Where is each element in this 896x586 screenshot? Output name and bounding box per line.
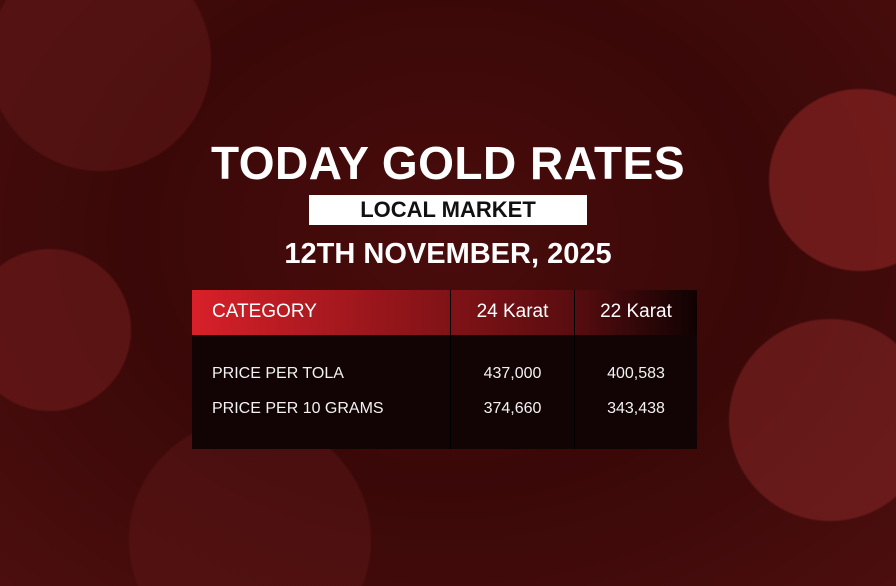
row-label: PRICE PER 10 GRAMS <box>212 400 384 417</box>
header-24-karat: 24 Karat <box>476 301 549 322</box>
row-value-22k: 400,583 <box>607 365 665 382</box>
row-value-24k: 374,660 <box>483 400 542 417</box>
table-header <box>192 290 697 335</box>
header-category: CATEGORY <box>212 301 317 322</box>
column-divider <box>574 290 575 449</box>
rates-table: CATEGORY 24 Karat 22 Karat PRICE PER TOL… <box>192 290 697 449</box>
header-22-karat: 22 Karat <box>600 301 672 322</box>
row-value-24k: 437,000 <box>483 365 542 382</box>
page-title: TODAY GOLD RATES <box>210 137 686 189</box>
row-value-22k: 343,438 <box>607 400 665 417</box>
column-divider <box>450 290 451 449</box>
market-badge: LOCAL MARKET <box>309 195 587 225</box>
date-label: 12TH NOVEMBER, 2025 <box>284 238 612 270</box>
row-label: PRICE PER TOLA <box>212 365 344 382</box>
